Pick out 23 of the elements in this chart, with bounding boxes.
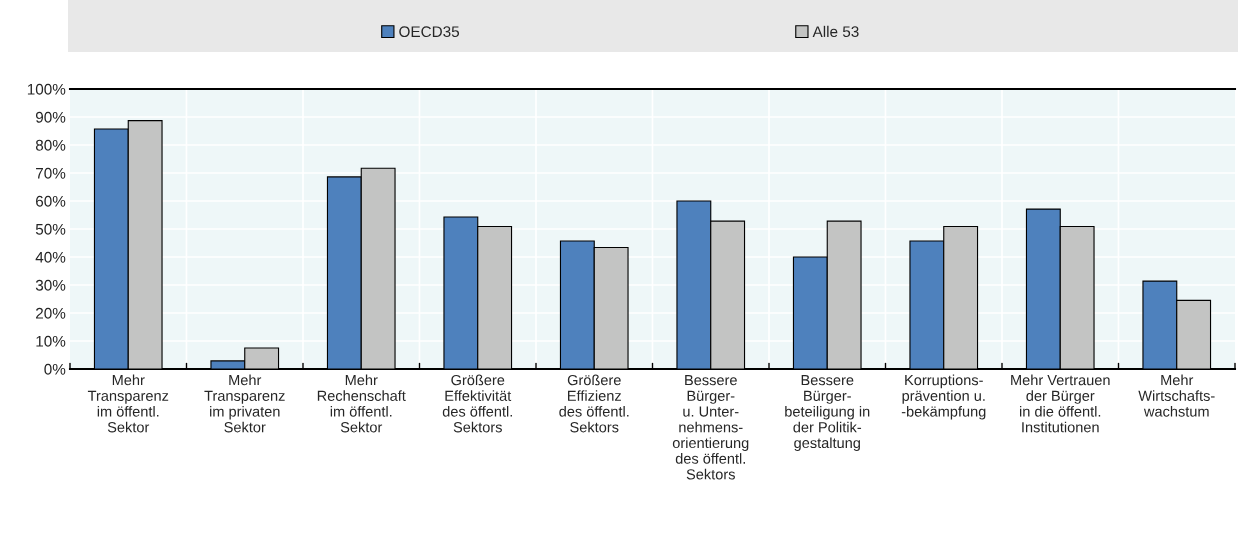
y-tick-label: 20%	[36, 307, 66, 319]
y-tick-label: 50%	[35, 223, 66, 235]
y-tick-label: 100%	[27, 83, 66, 95]
x-tick-label: Bessere Bürger- u. Unter- nehmens- orientierung des öffentl. Sektors	[672, 375, 749, 480]
x-tick-label: Mehr Transparenz im öffentl. Sektor	[87, 374, 169, 433]
x-tick-label: Bessere Bürger- beteiligung in der Politik- gestaltung	[785, 375, 870, 451]
y-tick-label: 10%	[36, 335, 66, 347]
y-tick-label: 80%	[35, 139, 66, 151]
y-tick-label: 70%	[36, 167, 66, 179]
legend-label: OECD35	[399, 26, 460, 38]
y-tick-label: 0%	[44, 363, 66, 375]
y-tick-label: 90%	[35, 111, 66, 123]
x-tick-label: Mehr Rechenschaft im öffentl. Sektor	[317, 374, 406, 433]
x-tick-label: Mehr Transparenz im privaten Sektor	[204, 374, 285, 433]
y-tick-label: 40%	[35, 251, 66, 263]
x-tick-label: Mehr Vertrauen der Bürger in die öffentl. Institutionen	[1011, 374, 1110, 433]
y-tick-label: 30%	[35, 279, 66, 291]
x-tick-label: Größere Effektivität des öffentl. Sektors	[442, 374, 512, 433]
y-tick-label: 60%	[36, 195, 66, 207]
x-tick-label: Größere Effizienz des öffentl. Sektors	[559, 374, 629, 433]
x-tick-label: Mehr Wirtschafts- wachstum	[1138, 374, 1215, 417]
x-tick-label: Korruptions- prävention u. -bekämpfung	[901, 374, 986, 420]
legend-label: Alle 53	[812, 25, 859, 38]
